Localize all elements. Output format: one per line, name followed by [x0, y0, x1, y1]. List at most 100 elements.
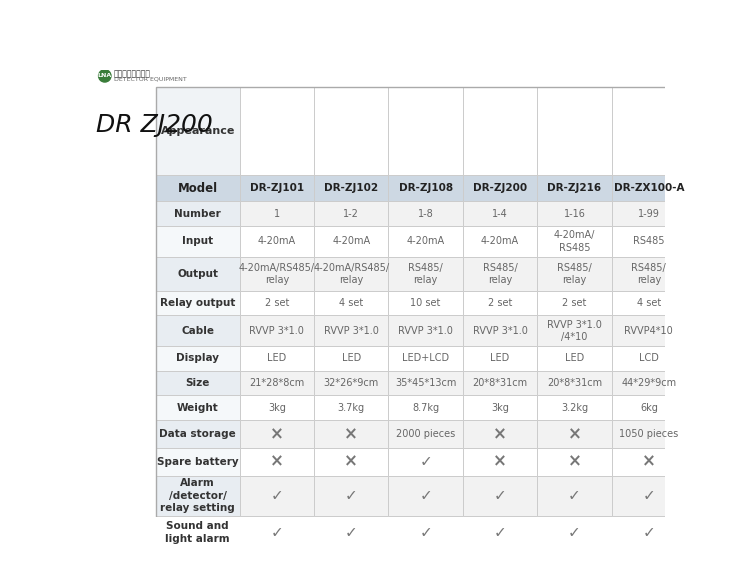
Text: 2000 pieces: 2000 pieces: [396, 429, 455, 439]
Bar: [314, 515, 389, 550]
Text: DR-ZJ108: DR-ZJ108: [398, 183, 453, 193]
Text: ×: ×: [493, 425, 507, 443]
Text: RVVP 3*1.0: RVVP 3*1.0: [249, 326, 304, 336]
Bar: [463, 290, 537, 315]
Text: ✓: ✓: [642, 525, 655, 540]
Bar: [537, 315, 612, 346]
Bar: [156, 515, 239, 550]
Bar: [537, 226, 612, 257]
Bar: [156, 202, 239, 226]
Bar: [612, 202, 686, 226]
Bar: [389, 371, 463, 396]
Text: Sound and
light alarm: Sound and light alarm: [166, 521, 230, 544]
Text: 1-99: 1-99: [638, 209, 660, 218]
Bar: [463, 226, 537, 257]
Bar: [537, 257, 612, 290]
Text: 2 set: 2 set: [562, 298, 587, 308]
Bar: [537, 396, 612, 420]
Bar: [463, 87, 537, 175]
Bar: [314, 371, 389, 396]
Bar: [239, 420, 314, 448]
Text: 20*8*31cm: 20*8*31cm: [472, 378, 528, 388]
Text: 4-20mA/RS485/
relay: 4-20mA/RS485/ relay: [313, 263, 389, 285]
Text: ×: ×: [270, 425, 284, 443]
Text: ✓: ✓: [419, 454, 432, 469]
Text: Weight: Weight: [177, 403, 219, 413]
Bar: [537, 420, 612, 448]
Bar: [612, 396, 686, 420]
Bar: [156, 475, 239, 515]
Bar: [314, 87, 389, 175]
Bar: [314, 420, 389, 448]
Text: 1: 1: [273, 209, 280, 218]
Bar: [389, 448, 463, 475]
Text: 4-20mA/
RS485: 4-20mA/ RS485: [554, 230, 595, 253]
Text: ✓: ✓: [642, 488, 655, 503]
Bar: [156, 290, 239, 315]
Text: 3.7kg: 3.7kg: [338, 403, 365, 413]
Text: ×: ×: [344, 425, 358, 443]
Bar: [389, 346, 463, 371]
Bar: [156, 315, 239, 346]
Text: Model: Model: [177, 182, 218, 195]
Text: ✓: ✓: [345, 488, 358, 503]
Text: ✓: ✓: [345, 525, 358, 540]
Bar: [537, 448, 612, 475]
Bar: [537, 515, 612, 550]
Text: Cable: Cable: [181, 326, 214, 336]
Text: 3kg: 3kg: [491, 403, 509, 413]
Bar: [156, 257, 239, 290]
Bar: [612, 226, 686, 257]
Bar: [612, 290, 686, 315]
Text: ×: ×: [568, 453, 582, 471]
Bar: [612, 175, 686, 202]
Bar: [463, 175, 537, 202]
Text: 1-4: 1-4: [492, 209, 508, 218]
Bar: [463, 448, 537, 475]
Text: ✓: ✓: [568, 525, 581, 540]
Text: RVVP 3*1.0
/4*10: RVVP 3*1.0 /4*10: [547, 320, 602, 342]
Bar: [239, 475, 314, 515]
Text: ✓: ✓: [270, 488, 283, 503]
Text: ✓: ✓: [419, 525, 432, 540]
Bar: [314, 257, 389, 290]
Text: DR-ZJ101: DR-ZJ101: [250, 183, 304, 193]
Bar: [389, 315, 463, 346]
Text: RS485/
relay: RS485/ relay: [408, 263, 443, 285]
Text: 4-20mA: 4-20mA: [481, 236, 519, 246]
Text: LED: LED: [491, 353, 510, 364]
Text: 44*29*9cm: 44*29*9cm: [621, 378, 676, 388]
Text: 1-2: 1-2: [344, 209, 359, 218]
Text: 6kg: 6kg: [640, 403, 658, 413]
Bar: [156, 448, 239, 475]
Bar: [314, 315, 389, 346]
Bar: [463, 475, 537, 515]
Bar: [537, 475, 612, 515]
Text: LNA: LNA: [98, 73, 112, 78]
Text: ✓: ✓: [568, 488, 581, 503]
Text: ×: ×: [568, 425, 582, 443]
Text: 4 set: 4 set: [339, 298, 364, 308]
Bar: [537, 346, 612, 371]
Text: 2 set: 2 set: [265, 298, 289, 308]
Bar: [156, 371, 239, 396]
Bar: [239, 87, 314, 175]
Text: 2 set: 2 set: [488, 298, 512, 308]
Bar: [612, 515, 686, 550]
Bar: [612, 315, 686, 346]
Circle shape: [98, 70, 111, 82]
Bar: [239, 448, 314, 475]
Bar: [239, 396, 314, 420]
Bar: [389, 475, 463, 515]
Bar: [314, 290, 389, 315]
Bar: [156, 87, 239, 175]
Bar: [463, 202, 537, 226]
Text: DR-ZX100-A: DR-ZX100-A: [613, 183, 684, 193]
Text: ×: ×: [642, 453, 655, 471]
Bar: [156, 175, 239, 202]
Text: ✓: ✓: [494, 525, 506, 540]
Bar: [389, 202, 463, 226]
Bar: [314, 448, 389, 475]
Bar: [463, 396, 537, 420]
Text: Data storage: Data storage: [160, 429, 236, 439]
